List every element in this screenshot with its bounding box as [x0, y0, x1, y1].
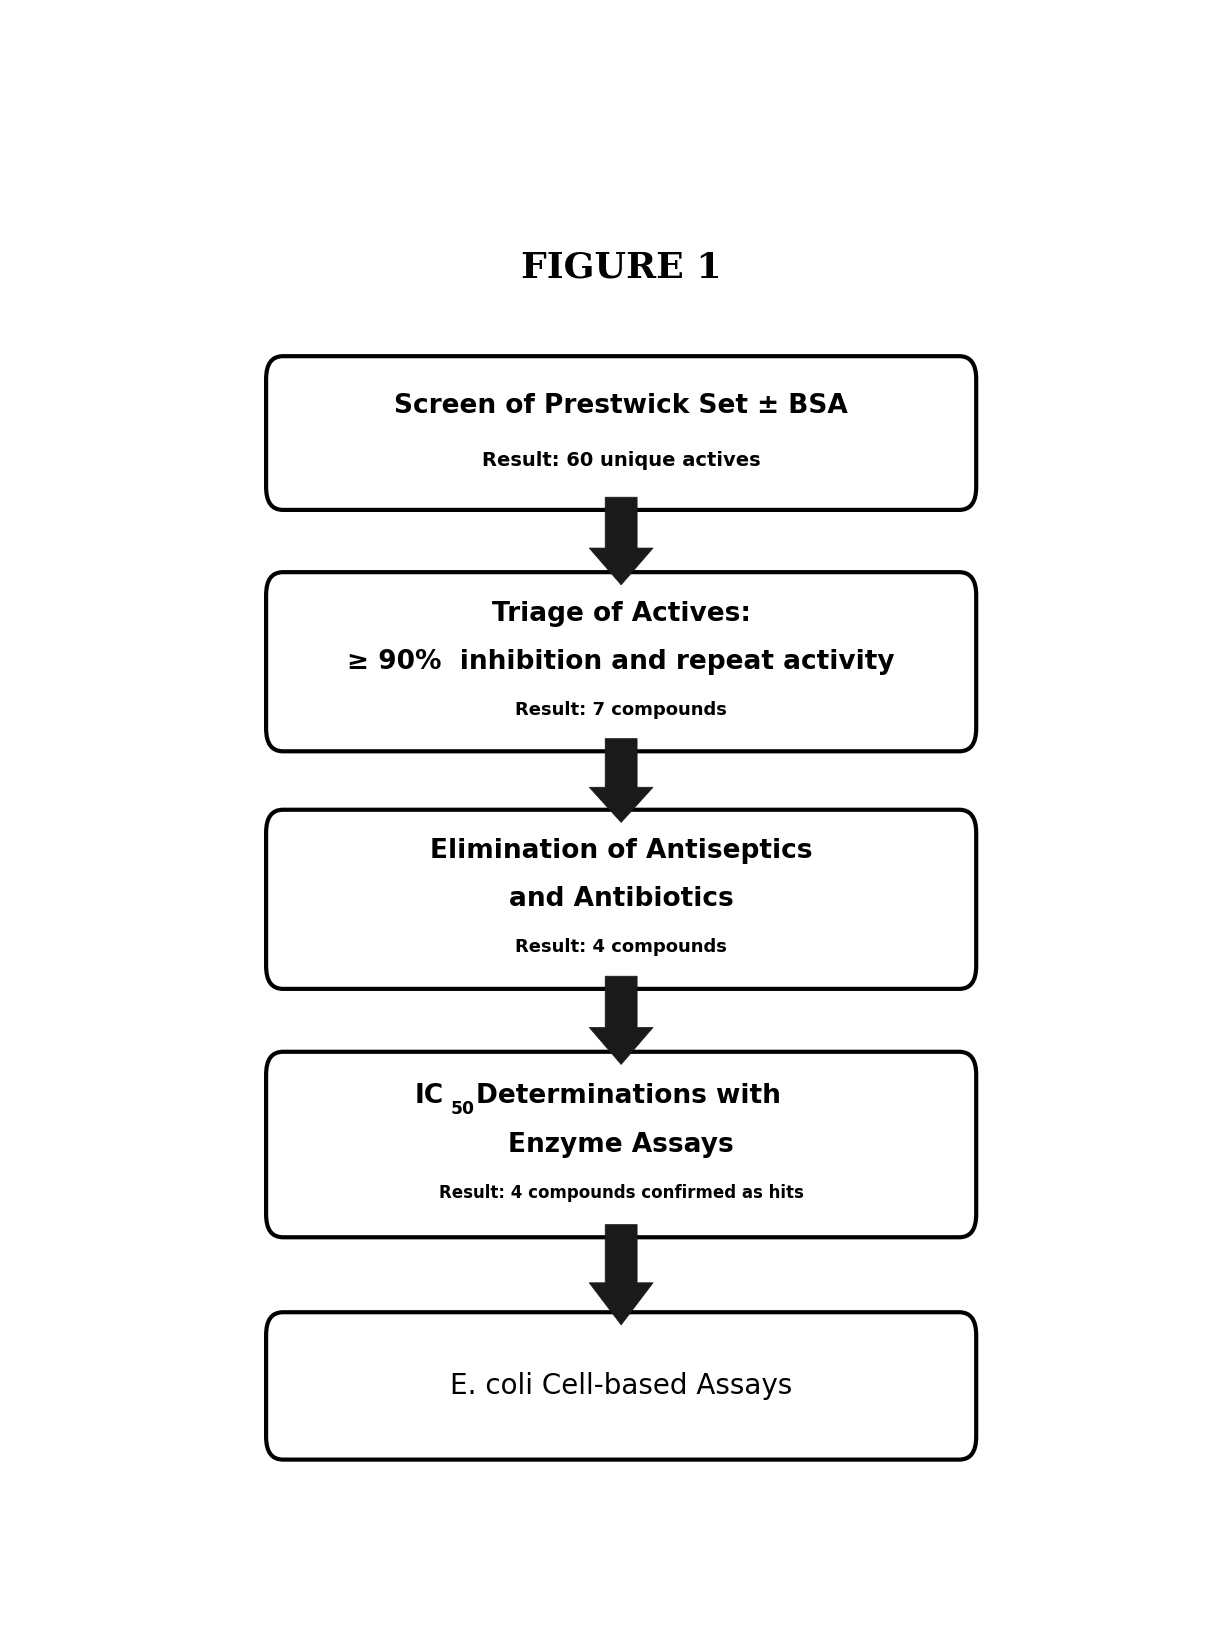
Text: E. coli Cell-based Assays: E. coli Cell-based Assays — [450, 1371, 793, 1399]
Polygon shape — [589, 497, 653, 584]
FancyBboxPatch shape — [267, 573, 976, 751]
Text: IC: IC — [415, 1084, 444, 1109]
Polygon shape — [589, 1224, 653, 1325]
Text: Result: 7 compounds: Result: 7 compounds — [515, 701, 727, 719]
Polygon shape — [589, 739, 653, 822]
FancyBboxPatch shape — [267, 1051, 976, 1238]
FancyBboxPatch shape — [267, 810, 976, 988]
FancyBboxPatch shape — [267, 1312, 976, 1460]
Text: FIGURE 1: FIGURE 1 — [521, 251, 721, 285]
Text: Determinations with: Determinations with — [475, 1084, 781, 1109]
Text: Result: 4 compounds: Result: 4 compounds — [515, 939, 727, 957]
FancyBboxPatch shape — [267, 356, 976, 510]
Text: Enzyme Assays: Enzyme Assays — [508, 1132, 734, 1158]
Text: 50: 50 — [450, 1101, 474, 1119]
Text: Screen of Prestwick Set ± BSA: Screen of Prestwick Set ± BSA — [394, 393, 848, 419]
Text: Elimination of Antiseptics: Elimination of Antiseptics — [430, 838, 812, 865]
Text: Result: 60 unique actives: Result: 60 unique actives — [482, 450, 760, 470]
Text: Triage of Actives:: Triage of Actives: — [492, 601, 750, 627]
Text: ≥ 90%  inhibition and repeat activity: ≥ 90% inhibition and repeat activity — [348, 648, 894, 675]
Polygon shape — [589, 977, 653, 1064]
Text: Result: 4 compounds confirmed as hits: Result: 4 compounds confirmed as hits — [439, 1183, 804, 1201]
Text: and Antibiotics: and Antibiotics — [509, 886, 733, 912]
